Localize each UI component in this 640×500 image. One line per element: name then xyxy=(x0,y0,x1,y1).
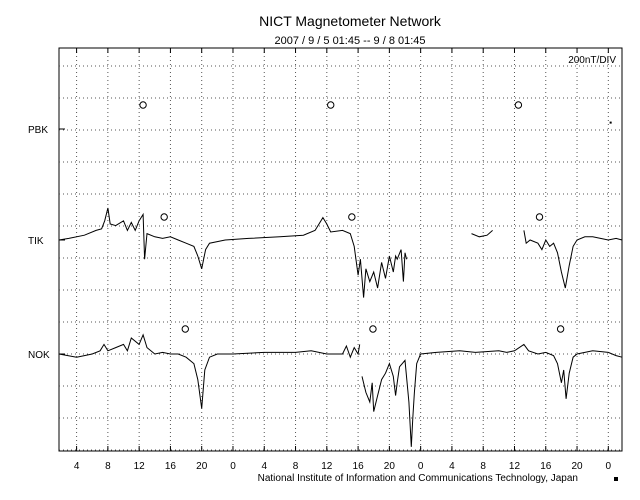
trace-point-pbk xyxy=(609,121,612,124)
noon-marker xyxy=(139,101,147,109)
x-tick-label: 4 xyxy=(449,461,455,472)
noon-marker xyxy=(348,213,356,221)
x-tick-label: 12 xyxy=(134,461,146,472)
noon-marker xyxy=(369,325,377,333)
noon-marker xyxy=(556,325,565,333)
plot-frame xyxy=(58,47,623,452)
noon-marker xyxy=(327,101,335,109)
chart-subtitle: 2007 / 9 / 5 01:45 -- 9 / 8 01:45 xyxy=(274,35,425,47)
x-tick-label: 16 xyxy=(165,461,177,472)
x-tick-label: 12 xyxy=(321,461,333,472)
x-tick-label: 8 xyxy=(293,461,299,472)
x-tick-label: 20 xyxy=(196,461,208,472)
trace-tik xyxy=(58,207,408,298)
x-tick-label: 0 xyxy=(230,461,236,472)
x-tick-label: 20 xyxy=(384,461,396,472)
x-tick-label: 16 xyxy=(540,461,552,472)
trace-nok xyxy=(58,333,361,409)
noon-marker xyxy=(514,101,523,109)
scale-label: 200nT/DIV xyxy=(568,55,616,66)
x-tick-label: 4 xyxy=(74,461,80,472)
x-tick-label: 0 xyxy=(418,461,424,472)
x-tick-label: 8 xyxy=(480,461,486,472)
chart-title: NICT Magnetometer Network xyxy=(259,13,442,29)
footer-credit: National Institute of Information and Co… xyxy=(258,473,578,484)
noon-markers xyxy=(139,101,565,333)
station-label: TIK xyxy=(28,236,44,247)
noon-marker xyxy=(160,213,168,221)
noon-marker xyxy=(535,213,544,221)
x-tick-label: 4 xyxy=(261,461,267,472)
trace-tik xyxy=(471,230,493,238)
x-tick-label: 16 xyxy=(353,461,365,472)
footer-logo-mark xyxy=(614,477,618,481)
trace-nok xyxy=(361,343,623,447)
x-tick-label: 0 xyxy=(606,461,612,472)
x-axis-ticks: 4 8 12 16 20 0 4 8 12 16 20 0 4 8 12 16 20 0 xyxy=(74,48,612,472)
x-tick-label: 8 xyxy=(105,461,111,472)
traces xyxy=(58,121,623,447)
trace-tik xyxy=(523,230,623,289)
station-label: PBK xyxy=(28,125,48,136)
noon-marker xyxy=(181,325,189,333)
station-label: NOK xyxy=(28,350,50,361)
x-tick-label: 12 xyxy=(509,461,521,472)
x-tick-label: 20 xyxy=(571,461,583,472)
